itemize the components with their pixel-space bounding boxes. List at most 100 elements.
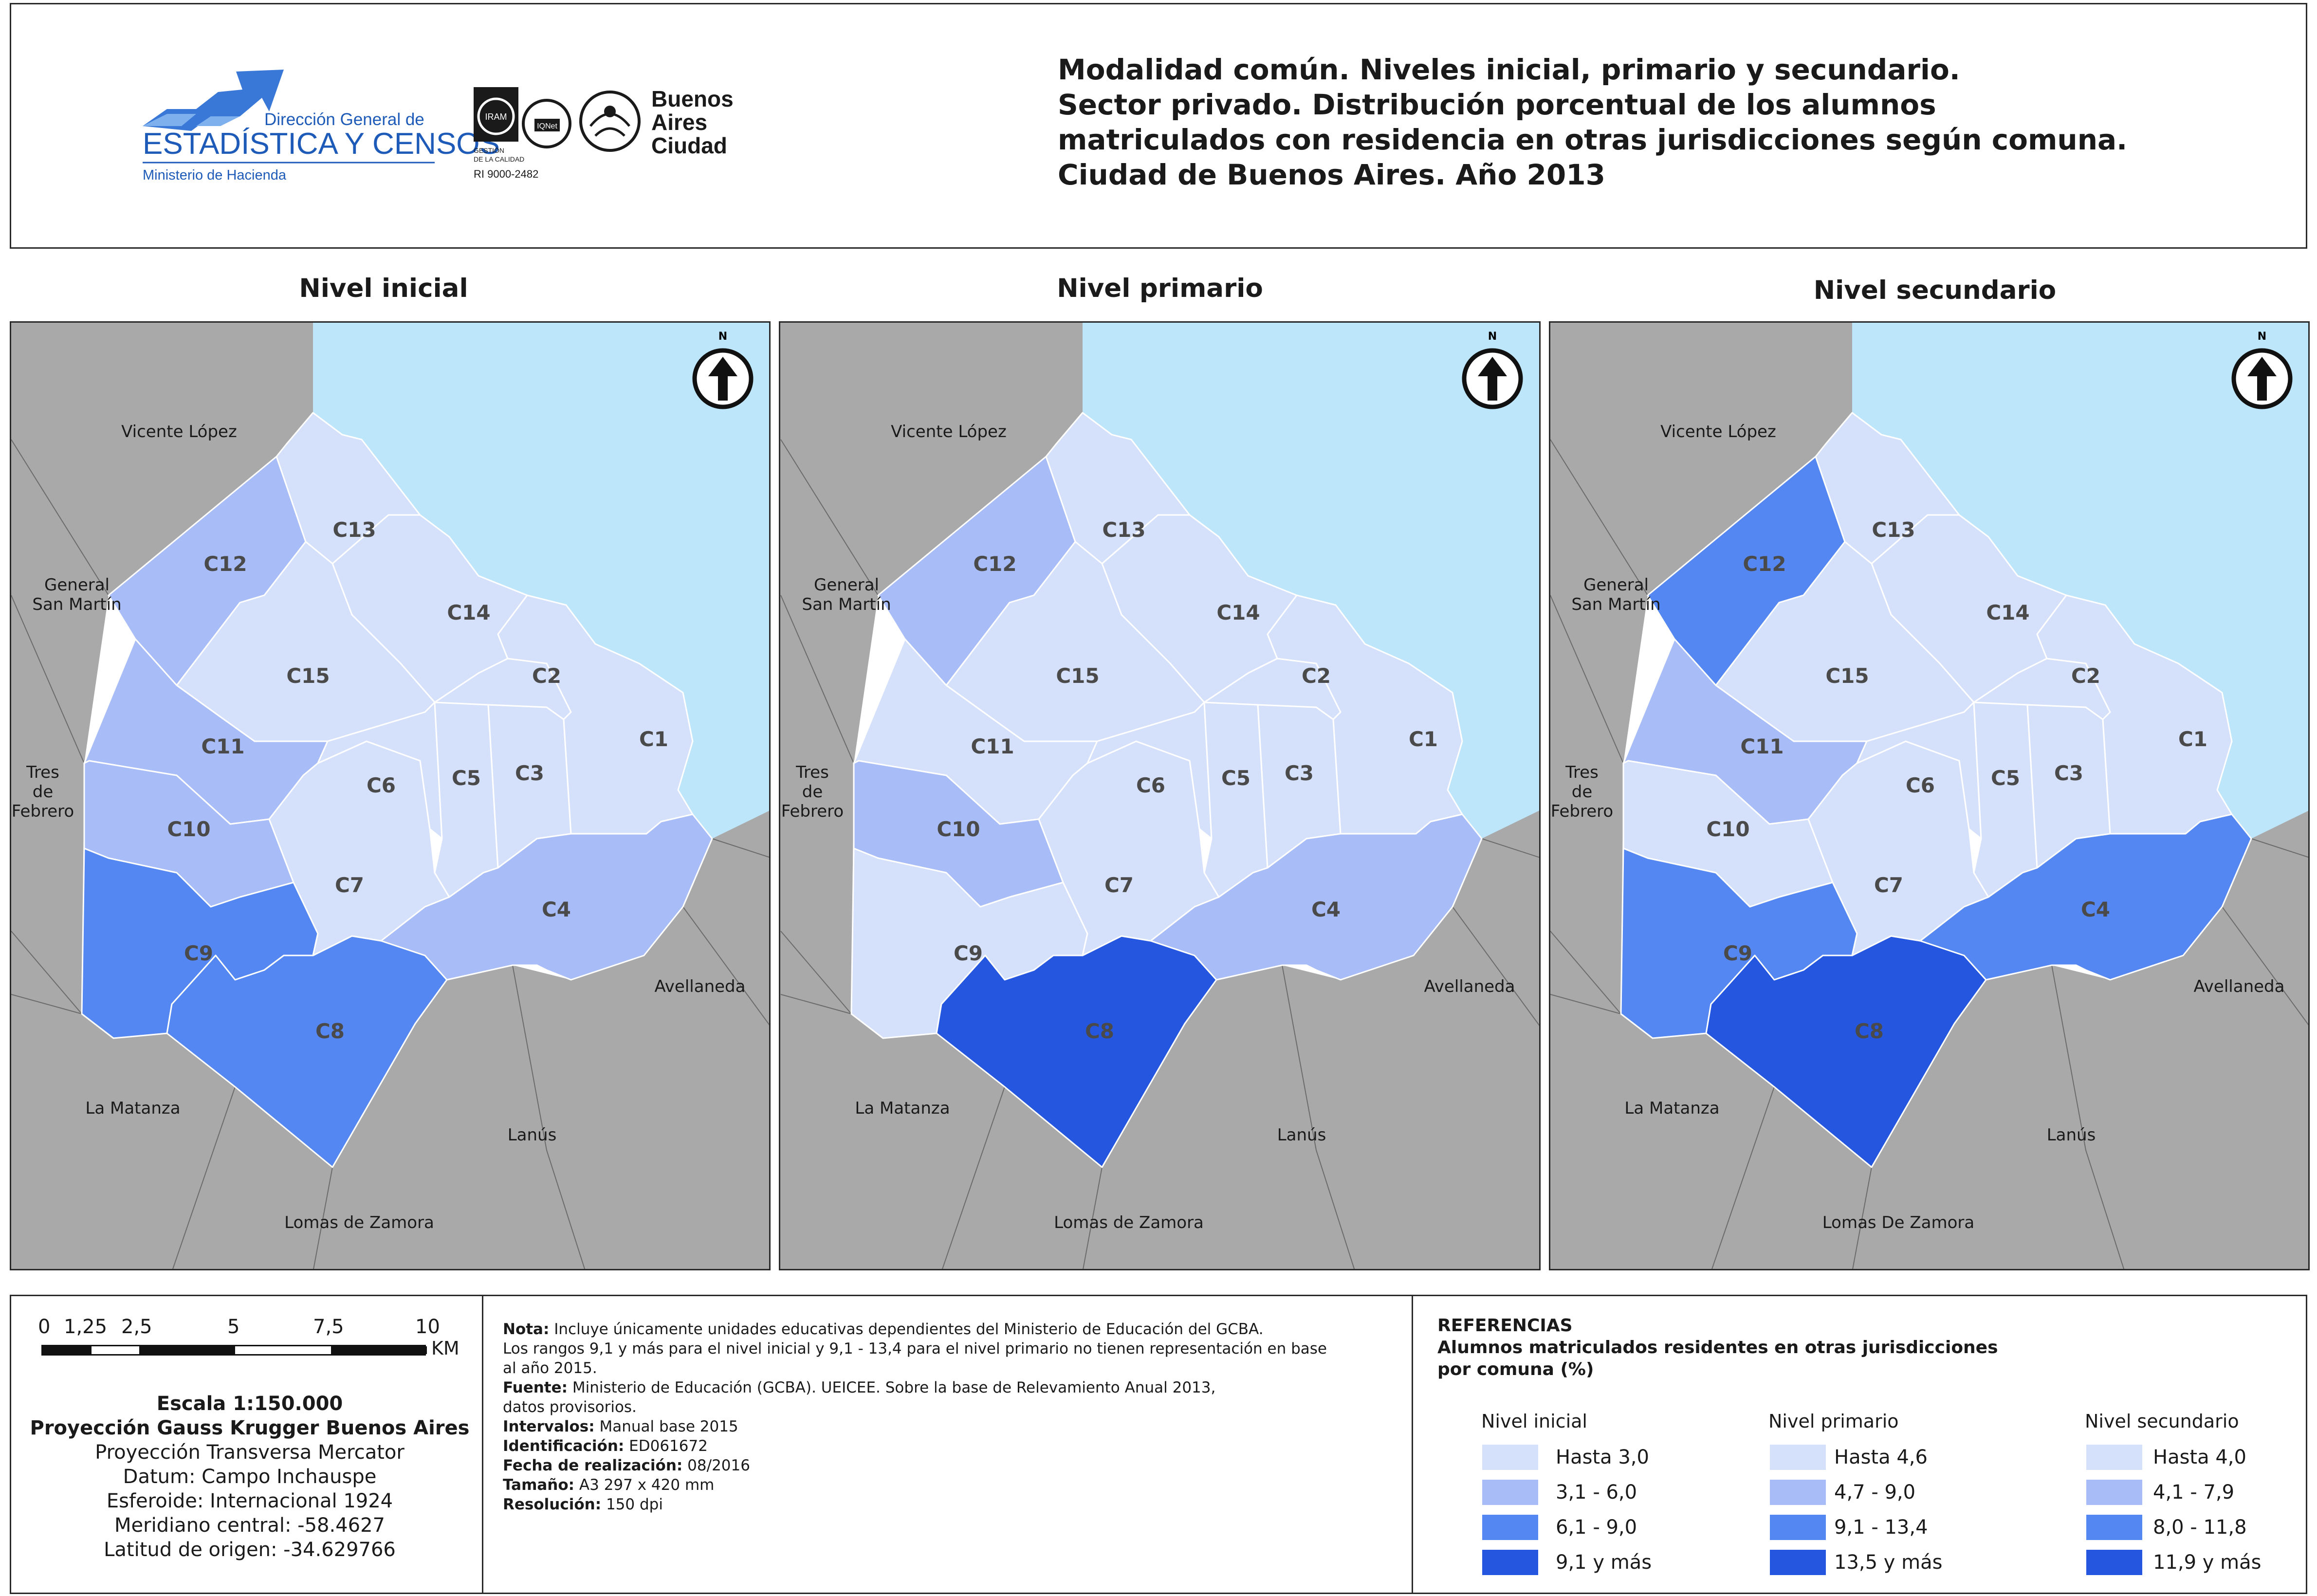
logos: Dirección General de ESTADÍSTICA Y CENSO… bbox=[123, 63, 780, 191]
note-intervalos: Intervalos: Manual base 2015 bbox=[503, 1418, 738, 1435]
legend-level-primario: Nivel primario bbox=[1768, 1411, 1899, 1432]
legend-range: 4,7 - 9,0 bbox=[1834, 1481, 1916, 1504]
comuna-label-c11: C11 bbox=[201, 734, 244, 758]
legend-swatch bbox=[2086, 1515, 2142, 1540]
comuna-label-c6: C6 bbox=[1136, 773, 1165, 797]
comuna-label-c9: C9 bbox=[1723, 941, 1752, 965]
title-line-4: Ciudad de Buenos Aires. Año 2013 bbox=[1058, 158, 1605, 191]
comuna-label-c1: C1 bbox=[2178, 727, 2207, 751]
jurisdiction-label-avellaneda: Avellaneda bbox=[2194, 977, 2285, 996]
jurisdiction-boundary bbox=[780, 439, 879, 596]
jurisdiction-boundary bbox=[11, 931, 82, 1014]
legend-swatch bbox=[1770, 1515, 1826, 1540]
jurisdiction-label-general: General bbox=[1583, 575, 1649, 595]
buenos-aires-ciudad-seal-icon bbox=[579, 91, 641, 152]
jurisdiction-label-lanus: Lanús bbox=[2047, 1125, 2096, 1145]
city-line1: Buenos bbox=[651, 86, 734, 111]
comuna-label-c1: C1 bbox=[1409, 727, 1438, 751]
jurisdiction-label-lomas-de-zamora: Lomas De Zamora bbox=[1822, 1213, 1974, 1232]
city-line3: Ciudad bbox=[651, 133, 727, 158]
jurisdiction-boundary bbox=[1452, 906, 1539, 1026]
comuna-label-c7: C7 bbox=[1104, 873, 1134, 897]
city-line2: Aires bbox=[651, 110, 707, 135]
map-panel-secundario: C1 C2 C3 C4 C5 C6 C7 C8 C9 C10 C11 C12 C13 C14 C15 Vice… bbox=[1549, 321, 2310, 1270]
jurisdiction-label-avellaneda: Avellaneda bbox=[655, 977, 746, 996]
iram-line1: GESTIÓN bbox=[474, 147, 504, 154]
jurisdiction-boundary bbox=[313, 1167, 333, 1269]
legend-range: 9,1 - 13,4 bbox=[1834, 1516, 1928, 1539]
comuna-label-c8: C8 bbox=[315, 1019, 345, 1043]
comuna-label-c14: C14 bbox=[1986, 601, 2029, 624]
comuna-c5[interactable] bbox=[1973, 701, 2038, 898]
note-identificacion: Identificación: ED061672 bbox=[503, 1437, 708, 1455]
north-arrow-icon: N bbox=[1462, 330, 1523, 409]
legend-title-3: por comuna (%) bbox=[1437, 1359, 1594, 1379]
north-arrow-icon: N bbox=[692, 330, 754, 409]
comuna-c1[interactable] bbox=[497, 594, 694, 835]
jurisdiction-boundary bbox=[1083, 1167, 1103, 1269]
legend-title-1: REFERENCIAS bbox=[1437, 1316, 1573, 1336]
legend-range: Hasta 3,0 bbox=[1556, 1446, 1649, 1468]
comuna-label-c14: C14 bbox=[447, 601, 490, 624]
scale-tick-4: 7,5 bbox=[313, 1316, 344, 1338]
header-panel: Dirección General de ESTADÍSTICA Y CENSO… bbox=[10, 3, 2307, 249]
comuna-label-c15: C15 bbox=[1825, 664, 1869, 688]
jurisdiction-boundary bbox=[1550, 439, 1648, 596]
comuna-label-c12: C12 bbox=[973, 552, 1016, 576]
comuna-c4[interactable] bbox=[1919, 813, 2252, 981]
jurisdiction-label-san-martin: San Martín bbox=[1571, 595, 1660, 614]
comuna-label-c9: C9 bbox=[184, 941, 213, 965]
org-line3: Ministerio de Hacienda bbox=[143, 167, 287, 183]
title-line-3: matriculados con residencia en otras jur… bbox=[1058, 123, 2128, 156]
comuna-label-c8: C8 bbox=[1085, 1019, 1114, 1043]
jurisdiction-boundary bbox=[1550, 994, 1621, 1014]
iqnet-label: IQNet bbox=[537, 122, 557, 130]
iram-line2: DE LA CALIDAD bbox=[474, 155, 524, 163]
note-tamano: Tamaño: A3 297 x 420 mm bbox=[503, 1476, 715, 1494]
notes-panel: Nota: Incluye únicamente unidades educat… bbox=[482, 1295, 1416, 1594]
jurisdiction-label-febrero: Febrero bbox=[12, 802, 74, 821]
jurisdiction-label-tres: Tres bbox=[26, 763, 59, 782]
comuna-label-c7: C7 bbox=[1874, 873, 1903, 897]
scale-tick-3: 5 bbox=[227, 1316, 240, 1338]
comuna-label-c11: C11 bbox=[971, 734, 1014, 758]
comuna-label-c3: C3 bbox=[2054, 761, 2083, 785]
legend-swatch bbox=[1482, 1445, 1538, 1470]
note-fuente: Fuente: Ministerio de Educación (GCBA). … bbox=[503, 1379, 1216, 1396]
legend-swatch bbox=[2086, 1445, 2142, 1470]
scale-unit: KM bbox=[431, 1338, 460, 1359]
jurisdiction-label-san-martin: San Martín bbox=[32, 595, 121, 614]
comuna-c4[interactable] bbox=[1150, 813, 1483, 981]
jurisdiction-boundary bbox=[2051, 965, 2125, 1269]
comuna-c5[interactable] bbox=[434, 701, 499, 898]
legend-range: 8,0 - 11,8 bbox=[2153, 1516, 2247, 1539]
comuna-label-c4: C4 bbox=[2081, 898, 2110, 921]
scale-tick-0: 0 bbox=[38, 1316, 51, 1338]
scale-line-3: Proyección Transversa Mercator bbox=[95, 1441, 405, 1464]
comuna-c5[interactable] bbox=[1203, 701, 1269, 898]
jurisdiction-label-de: de bbox=[1572, 782, 1593, 802]
scale-tick-2: 2,5 bbox=[121, 1316, 152, 1338]
jurisdiction-boundary bbox=[712, 838, 769, 858]
rio-de-la-plata bbox=[313, 323, 769, 839]
comuna-c4[interactable] bbox=[380, 813, 713, 981]
note-resolucion: Resolución: 150 dpi bbox=[503, 1496, 663, 1513]
jurisdiction-label-tres: Tres bbox=[795, 763, 829, 782]
scale-line-5: Esferoide: Internacional 1924 bbox=[106, 1490, 393, 1512]
legend-swatch bbox=[1482, 1515, 1538, 1540]
iram-seal-icon: IRAM bbox=[474, 87, 518, 142]
jurisdiction-boundary bbox=[1711, 1086, 1775, 1269]
scale-tick-5: 10 bbox=[415, 1316, 440, 1338]
comuna-label-c7: C7 bbox=[335, 873, 364, 897]
legend-range: Hasta 4,6 bbox=[1834, 1446, 1928, 1468]
comuna-c1[interactable] bbox=[2036, 594, 2233, 835]
legend-swatch bbox=[2086, 1550, 2142, 1575]
jurisdiction-boundary bbox=[172, 1086, 236, 1269]
north-label: N bbox=[2258, 330, 2266, 343]
jurisdiction-boundary bbox=[780, 931, 852, 1014]
jurisdiction-boundary bbox=[2222, 906, 2308, 1026]
comuna-label-c3: C3 bbox=[1285, 761, 1314, 785]
comuna-label-c12: C12 bbox=[203, 552, 247, 576]
comuna-c1[interactable] bbox=[1267, 594, 1463, 835]
comuna-label-c3: C3 bbox=[515, 761, 544, 785]
